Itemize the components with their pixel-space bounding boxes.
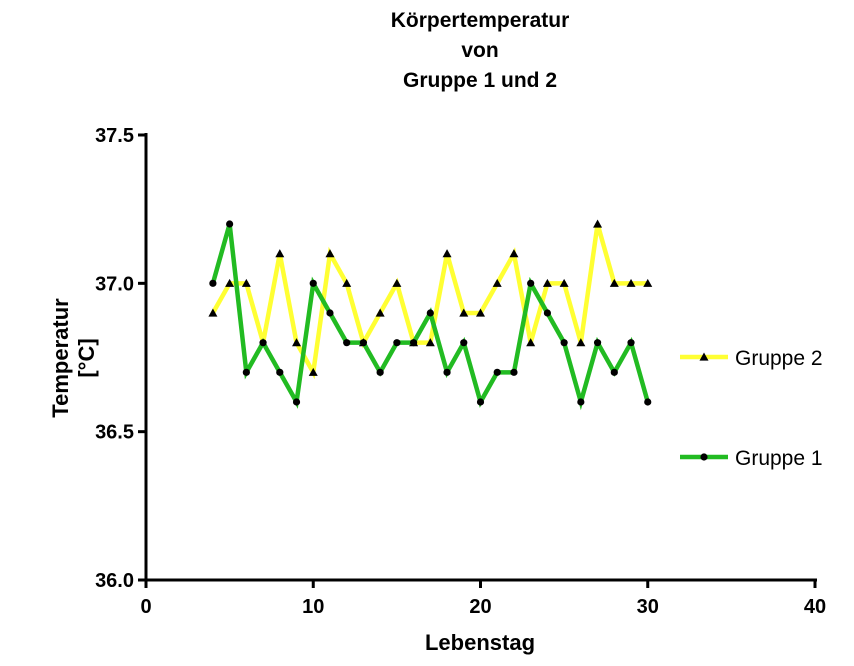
series-1-point-9 [342, 278, 352, 287]
series-2-point-11 [376, 368, 384, 376]
series-1-point-3 [241, 278, 251, 287]
series-1-point-16 [459, 308, 469, 317]
series-2-point-16 [460, 339, 468, 347]
series-1-point-25 [609, 278, 619, 287]
y-tick-label-2: 37.0 [95, 273, 134, 295]
series-2-point-18 [493, 368, 501, 376]
chart-title-line-3: Gruppe 1 und 2 [402, 69, 557, 92]
series-2-point-9 [343, 339, 351, 347]
x-tick-label-4: 40 [804, 596, 826, 618]
legend-label-1: Gruppe 2 [735, 347, 823, 370]
series-1-point-27 [643, 278, 653, 287]
series-2-point-22 [560, 339, 568, 347]
series-1-point-24 [593, 219, 603, 228]
series-line-1 [210, 223, 648, 380]
series-2-point-3 [242, 368, 250, 376]
legend-marker-2 [700, 453, 708, 461]
series-2-point-14 [426, 309, 434, 317]
chart-title-line-1: Körpertemperatur [390, 9, 570, 32]
series-2-point-12 [393, 339, 401, 347]
series-2-point-5 [276, 368, 284, 376]
series-1-point-11 [375, 308, 385, 317]
series-2-point-23 [577, 398, 585, 406]
series-2-point-1 [209, 279, 217, 287]
series-1-point-2 [225, 278, 235, 287]
series-1-point-21 [542, 278, 552, 287]
series-1-point-20 [526, 338, 536, 347]
series-1-point-17 [476, 308, 485, 317]
series-1-point-15 [442, 249, 452, 258]
series-2-point-13 [410, 339, 418, 347]
legend-label-2: Gruppe 1 [735, 447, 823, 470]
series-2-point-4 [259, 339, 267, 347]
y-tick-label-0: 36.0 [95, 570, 134, 592]
series-2-point-24 [593, 339, 602, 347]
series-1-point-19 [509, 249, 519, 258]
series-2-point-20 [527, 279, 535, 287]
series-1-point-6 [292, 338, 302, 347]
series-1-point-23 [576, 338, 586, 347]
y-tick-label-1: 36.5 [95, 422, 134, 444]
x-tick-label-3: 30 [637, 596, 659, 618]
series-2-point-19 [510, 368, 518, 376]
chart-title-line-2: von [461, 39, 499, 62]
series-1-point-5 [275, 249, 285, 258]
x-tick-label-2: 20 [469, 596, 491, 618]
series-2-point-15 [443, 368, 451, 376]
series-2-point-25 [610, 368, 618, 376]
series-2-point-6 [292, 398, 301, 406]
x-tick-label-1: 10 [302, 596, 324, 618]
series-2-point-7 [309, 279, 317, 287]
x-axis-label: Lebenstag [424, 630, 536, 655]
series-1-point-8 [325, 249, 335, 258]
series-1-point-18 [492, 278, 502, 287]
series-2-point-27 [644, 398, 652, 406]
series-2-point-21 [543, 309, 552, 317]
chart-title: Körpertemperatur von Gruppe 1 und 2 [280, 6, 680, 96]
series-1-point-12 [392, 278, 402, 287]
series-2-point-26 [627, 339, 635, 347]
series-1-point-14 [425, 338, 435, 347]
series-1-point-7 [308, 367, 318, 376]
legend-marker-1 [699, 352, 709, 361]
series-2-point-17 [476, 398, 485, 406]
series-1-point-26 [626, 278, 636, 287]
series-1-point-22 [559, 278, 569, 287]
series-1-point-1 [208, 308, 218, 317]
series-2-point-8 [326, 309, 334, 317]
series-2-point-10 [359, 339, 368, 347]
x-tick-label-0: 0 [140, 596, 151, 618]
series-2-point-2 [226, 220, 234, 228]
y-tick-label-3: 37.5 [95, 125, 134, 147]
